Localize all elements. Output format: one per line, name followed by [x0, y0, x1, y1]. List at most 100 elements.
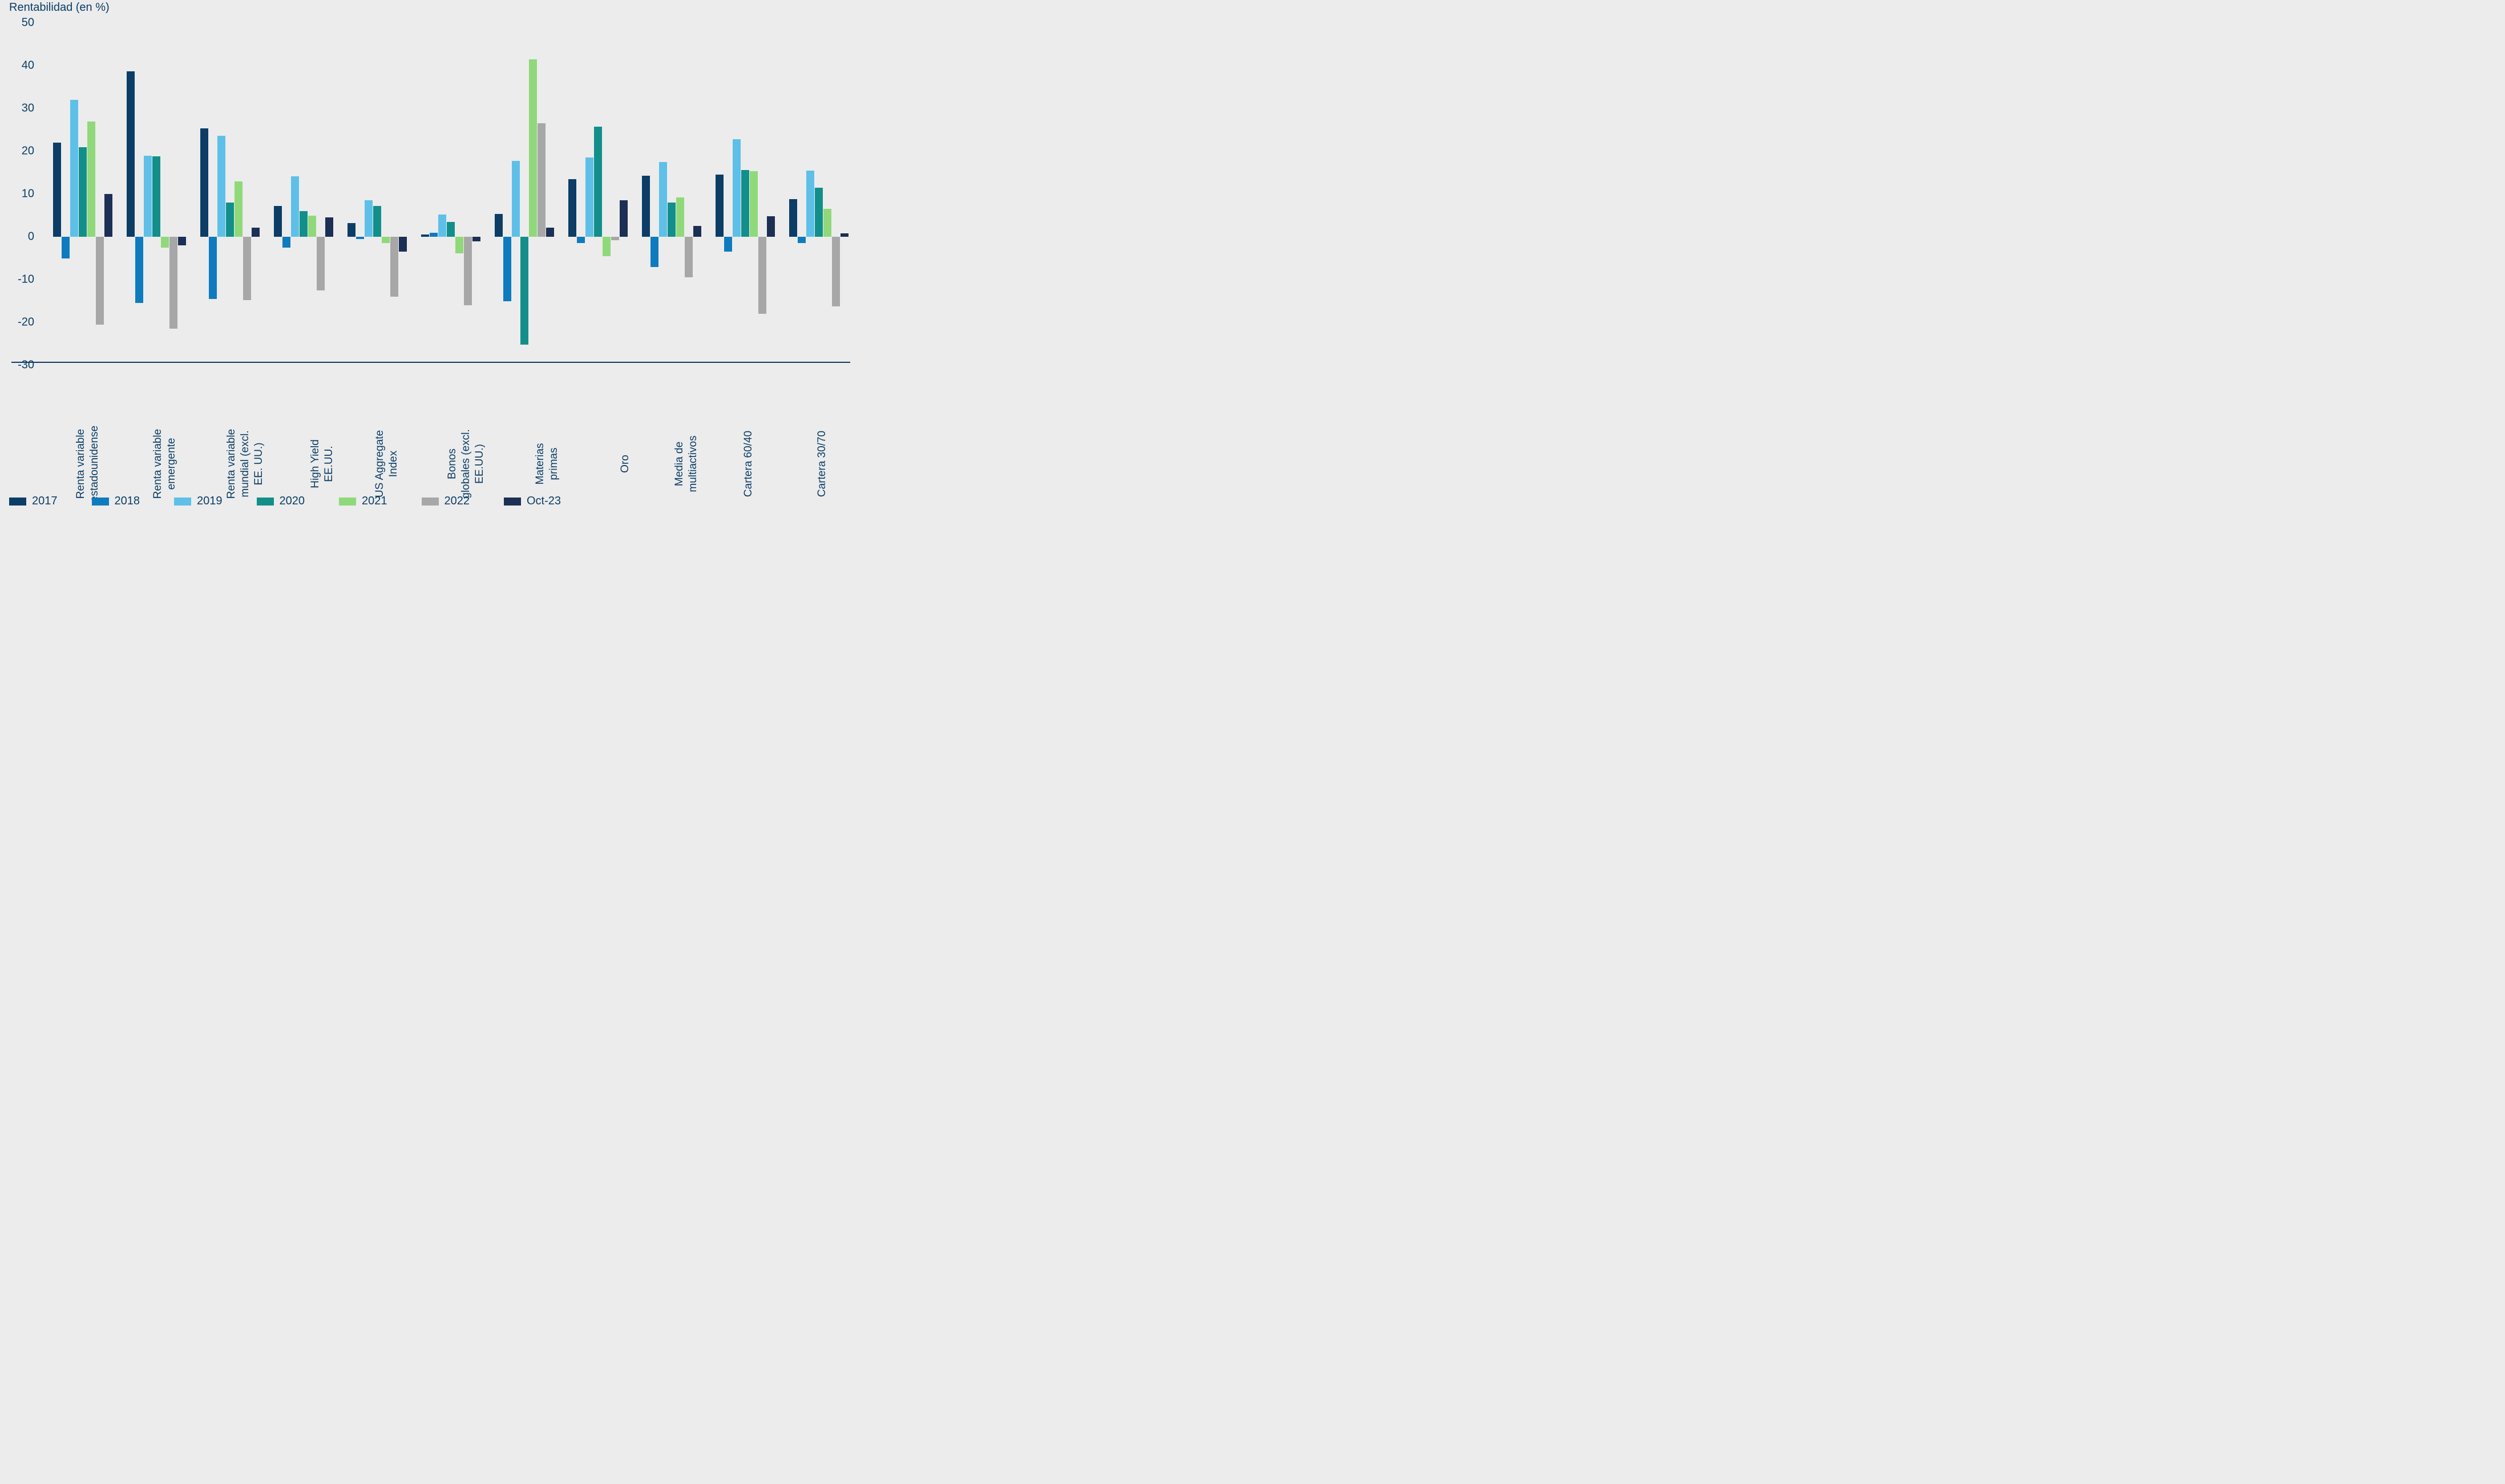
legend-item: 2020	[257, 495, 305, 508]
bar	[200, 128, 208, 237]
bar	[62, 237, 70, 258]
y-tick: 20	[6, 145, 34, 158]
y-tick: -10	[6, 273, 34, 286]
bar	[300, 211, 308, 237]
bar	[758, 237, 766, 314]
legend-item: 2019	[174, 495, 223, 508]
bar	[611, 237, 619, 240]
bar	[789, 199, 797, 237]
bar	[217, 136, 225, 237]
bar	[169, 237, 177, 329]
bar	[235, 181, 243, 237]
bar	[659, 162, 667, 237]
bar	[668, 203, 676, 237]
bar	[399, 237, 407, 252]
bar	[356, 237, 364, 239]
y-axis-title: Rentabilidad (en %)	[9, 1, 110, 14]
legend-label: Oct-23	[527, 495, 561, 508]
bar	[503, 237, 511, 301]
bar	[317, 237, 325, 290]
bar	[823, 209, 831, 237]
bar	[178, 237, 186, 245]
legend-label: 2019	[197, 495, 223, 508]
bar	[603, 237, 611, 256]
legend-swatch	[174, 498, 191, 506]
chart-container: Rentabilidad (en %) -30-20-1001020304050…	[0, 0, 862, 513]
legend-item: 2018	[92, 495, 140, 508]
legend-label: 2017	[32, 495, 58, 508]
bar	[676, 197, 684, 237]
x-axis-label: Oro	[568, 370, 628, 467]
bar	[741, 170, 749, 237]
bar	[382, 237, 390, 243]
bar	[70, 100, 78, 237]
legend-label: 2021	[362, 495, 387, 508]
x-axis-label: US Aggregate Index	[348, 370, 407, 467]
bar	[620, 200, 628, 237]
bar	[685, 237, 693, 277]
bar	[161, 237, 169, 248]
bar	[135, 237, 143, 303]
legend-label: 2020	[280, 495, 305, 508]
x-axis-label: Renta variable estadounidense	[53, 370, 112, 467]
bar	[252, 228, 260, 237]
y-tick: -20	[6, 316, 34, 329]
bar	[96, 237, 104, 325]
x-axis-label: Renta variable mundial (excl. EE. UU.)	[200, 370, 260, 467]
legend-swatch	[339, 498, 356, 506]
bar	[693, 226, 701, 237]
plot-area: -30-20-1001020304050	[40, 23, 850, 365]
bar	[226, 203, 234, 237]
bar	[365, 200, 373, 237]
legend-item: 2017	[9, 495, 58, 508]
y-tick: 30	[6, 102, 34, 115]
y-tick: 40	[6, 59, 34, 72]
bar	[472, 237, 480, 241]
bar	[127, 71, 135, 237]
bar	[104, 194, 112, 237]
x-axis-label: Cartera 30/70	[789, 370, 849, 467]
bar	[79, 147, 87, 237]
bar	[325, 217, 333, 237]
x-axis-label: Bonos globales (excl. EE.UU.)	[421, 370, 480, 467]
legend-swatch	[504, 498, 521, 506]
bar	[87, 122, 95, 237]
bar	[568, 179, 576, 237]
x-axis-label: Media de multiactivos	[642, 370, 701, 467]
bar	[651, 237, 658, 267]
bar	[144, 156, 152, 237]
bar	[274, 206, 282, 237]
legend-item: 2022	[422, 495, 470, 508]
legend-swatch	[92, 498, 109, 506]
bar	[430, 233, 438, 237]
bar	[282, 237, 290, 248]
bar	[421, 234, 429, 237]
bar	[538, 123, 546, 237]
legend-swatch	[9, 498, 26, 506]
bar	[577, 237, 585, 243]
bar	[495, 214, 503, 237]
bar	[53, 143, 61, 237]
bar	[594, 127, 602, 237]
bar	[529, 59, 537, 237]
bar	[152, 156, 160, 237]
bar	[243, 237, 251, 300]
bar	[832, 237, 840, 306]
bar	[716, 175, 724, 237]
y-tick: 50	[6, 17, 34, 30]
x-axis-labels: Renta variable estadounidense Renta varia…	[40, 370, 850, 467]
bar	[642, 176, 650, 237]
bar	[806, 171, 814, 237]
legend: 2017 2018 2019 2020 2021 2022 Oct-23	[9, 495, 852, 508]
x-axis-label: Renta variable emergente	[127, 370, 186, 467]
legend-label: 2018	[115, 495, 140, 508]
bar	[464, 237, 472, 305]
bar	[438, 215, 446, 237]
y-tick: 10	[6, 188, 34, 201]
x-axis-label: High Yield EE.UU.	[274, 370, 333, 467]
bar	[724, 237, 732, 252]
bar	[512, 161, 520, 237]
bar	[308, 216, 316, 237]
legend-swatch	[422, 498, 439, 506]
bar	[750, 171, 758, 237]
